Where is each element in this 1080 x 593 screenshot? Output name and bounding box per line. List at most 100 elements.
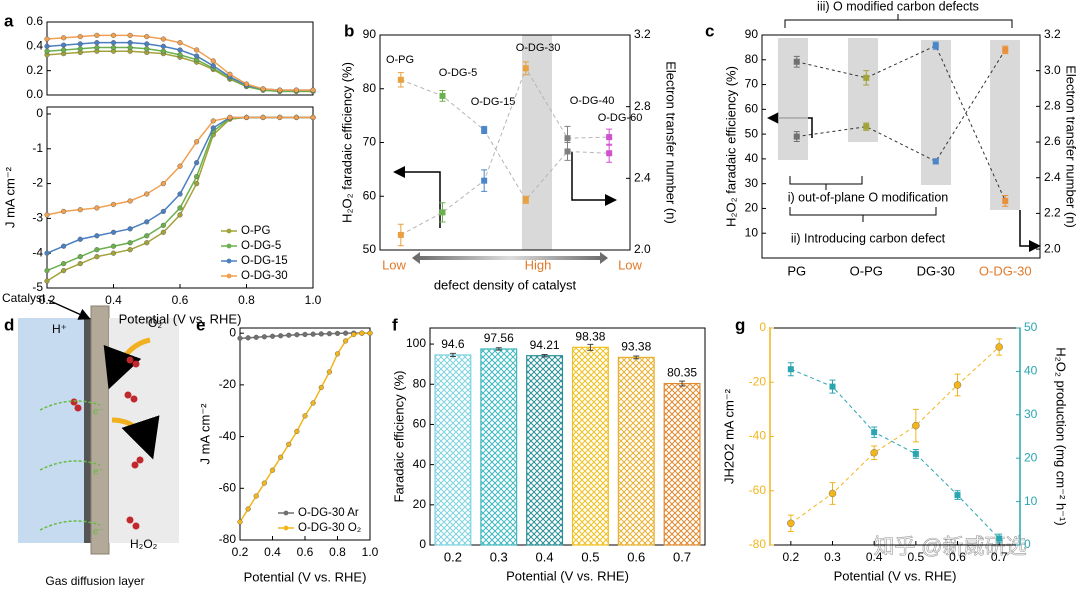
value-label: 94.6 <box>441 337 465 351</box>
catalyst-label: Catalyst <box>2 291 46 305</box>
marker <box>44 48 50 54</box>
panel-label: f <box>392 315 398 334</box>
x-axis-label: Potential (V vs. RHE) <box>834 568 957 583</box>
gradient-arrow <box>412 252 608 264</box>
marker <box>110 250 117 256</box>
y-tick-label: 0.2 <box>26 63 43 77</box>
marker <box>310 331 316 337</box>
plot-frame <box>46 21 314 96</box>
arrow <box>47 299 91 320</box>
layer-label: Gas diffusion layer <box>45 574 144 588</box>
y-tick-label: -60 <box>749 483 767 497</box>
marker <box>793 58 800 65</box>
marker <box>269 467 276 473</box>
marker <box>397 231 404 238</box>
marker <box>253 334 259 340</box>
y-tick-label: 50 <box>363 242 377 256</box>
marker <box>177 40 183 46</box>
y-tick-label: 0.6 <box>26 14 43 28</box>
y-axis-label: J mA cm⁻² <box>2 166 17 228</box>
marker <box>94 44 100 51</box>
y2-tick-label: 3.0 <box>1044 63 1061 77</box>
marker <box>954 492 961 499</box>
legend-label: O-DG-15 <box>241 255 288 267</box>
marker <box>912 450 919 457</box>
marker <box>326 369 332 375</box>
legend-marker <box>283 510 289 516</box>
y-tick-label: 100 <box>406 336 426 350</box>
marker <box>787 519 795 527</box>
y-tick-label: 0 <box>36 106 43 120</box>
y-tick-label: 10 <box>745 225 759 239</box>
marker <box>94 205 100 211</box>
error-bar <box>495 347 502 351</box>
series-line <box>239 332 370 523</box>
marker <box>237 519 243 525</box>
y-tick-label: 70 <box>363 135 377 149</box>
marker <box>953 381 962 389</box>
marker <box>294 332 300 338</box>
marker <box>160 43 166 49</box>
marker <box>863 123 870 130</box>
y2-axis-label: Electron transfer number (n) <box>664 61 679 224</box>
marker <box>995 343 1003 351</box>
marker <box>177 205 183 211</box>
y-tick-label: 80 <box>413 376 427 390</box>
y-tick-label: 30 <box>745 176 759 190</box>
point-label: O-DG-15 <box>471 96 516 108</box>
y-tick-label: -20 <box>219 377 237 391</box>
marker <box>351 331 357 338</box>
marker <box>194 139 200 145</box>
x-axis-label: Potential (V vs. RHE) <box>244 569 367 584</box>
marker <box>564 135 571 142</box>
y-tick-label: -5 <box>32 280 43 294</box>
y-tick-label: -80 <box>219 532 237 546</box>
series-line <box>46 116 313 254</box>
y-tick-label: 40 <box>745 151 759 165</box>
marker <box>194 174 200 180</box>
marker <box>94 233 100 239</box>
electron-label: e⁻ <box>93 527 104 538</box>
marker <box>177 163 183 169</box>
y-axis-label: H₂O₂ faradaic efficiency (%) <box>339 62 354 223</box>
annotation: iii) O modified carbon defects <box>817 0 979 13</box>
marker <box>44 212 50 218</box>
marker <box>334 351 341 357</box>
y-tick-label: 50 <box>745 126 759 140</box>
bar <box>526 355 564 546</box>
series-line <box>790 346 1000 524</box>
marker <box>61 35 67 41</box>
plot-frame <box>429 327 706 546</box>
panel-label: a <box>4 11 14 30</box>
bracket <box>784 14 1013 28</box>
marker <box>278 333 284 339</box>
marker <box>996 535 1003 542</box>
marker <box>94 40 100 46</box>
panel-label: d <box>4 315 14 334</box>
marker <box>44 36 50 42</box>
legend-label: O-DG-5 <box>241 240 281 252</box>
y-axis-label: H₂O₂ faradaic efficiency (%) <box>723 66 738 227</box>
plot-frame <box>761 34 1041 259</box>
marker <box>177 52 183 58</box>
x-annotation: High <box>525 257 552 272</box>
marker <box>310 400 316 406</box>
marker <box>61 243 67 249</box>
marker <box>260 114 266 121</box>
marker <box>177 191 183 197</box>
marker <box>227 114 233 121</box>
marker <box>787 366 794 373</box>
flow-arrow <box>103 337 151 390</box>
marker <box>481 177 488 184</box>
error-bar <box>679 380 686 387</box>
marker <box>210 58 216 64</box>
marker <box>397 76 404 83</box>
marker <box>793 133 800 140</box>
marker <box>61 208 67 215</box>
y2-tick-label: 2.6 <box>1044 134 1061 148</box>
marker <box>160 180 166 187</box>
value-label: 97.56 <box>484 331 514 345</box>
bar <box>571 346 609 546</box>
point-label: O-DG-30 <box>516 42 561 54</box>
bar <box>434 354 472 546</box>
